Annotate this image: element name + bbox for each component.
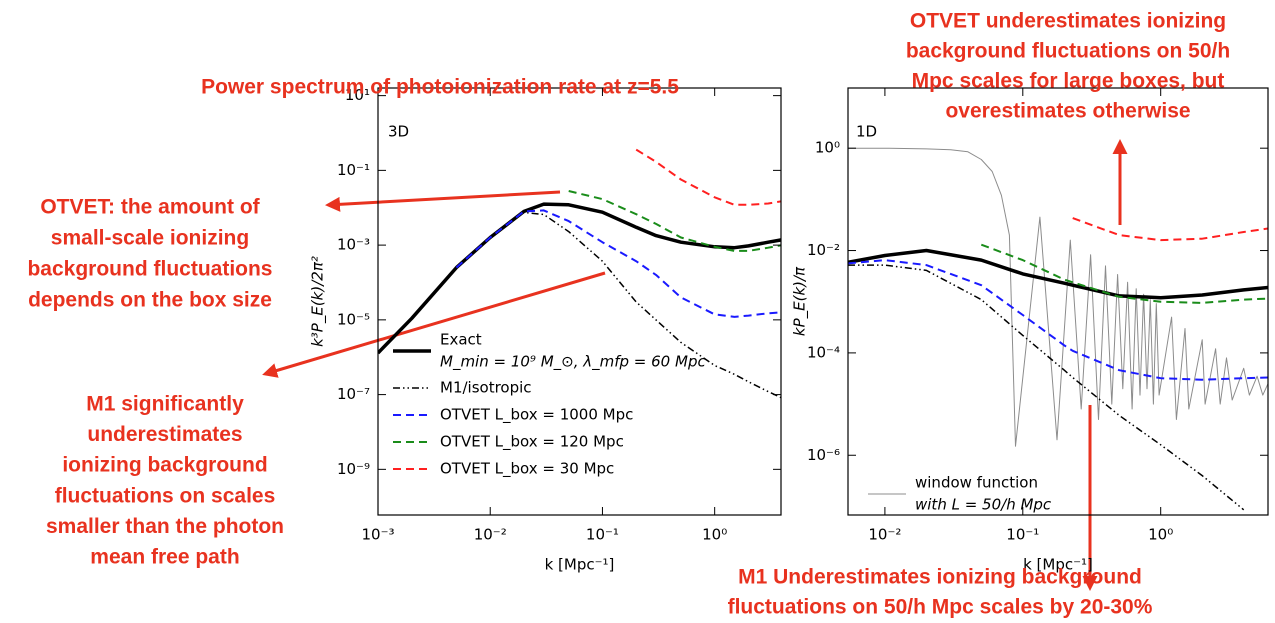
y-tick-label: 10⁻⁷ (337, 385, 370, 403)
series-line (848, 259, 1268, 381)
y-tick-label: 10⁻⁵ (337, 310, 370, 328)
legend-label: OTVET L_box = 120 Mpc (440, 433, 624, 452)
series-line (848, 147, 1268, 447)
annotation: smaller than the photon (46, 515, 284, 538)
y-axis-label: kP_E(k)/π (791, 266, 810, 336)
x-tick-label: 10⁻¹ (586, 526, 619, 544)
y-tick-label: 10⁻¹ (337, 161, 370, 179)
annotation: OTVET underestimates ionizing (910, 10, 1226, 33)
y-axis-label: k³P_E(k)/2π² (309, 256, 328, 347)
legend-label: window function (915, 474, 1038, 492)
x-axis-label: k [Mpc⁻¹] (1023, 556, 1093, 574)
axes-frame (847, 87, 1269, 516)
plot-area (378, 148, 781, 399)
legend-label: M1/isotropic (440, 379, 532, 397)
x-tick-label: 10⁻² (474, 526, 507, 544)
axes-frame (377, 87, 782, 516)
series-line (455, 211, 781, 399)
annotation: OTVET: the amount of (40, 196, 260, 219)
panel-label: 1D (856, 123, 877, 141)
annotation: background fluctuations on 50/h (906, 40, 1230, 63)
annotation: mean free path (90, 546, 239, 569)
annotation: ionizing background (62, 454, 267, 477)
y-tick-label: 10⁻³ (337, 236, 370, 254)
annotation: M1 significantly (86, 393, 244, 416)
annotation: fluctuations on scales (55, 484, 276, 507)
plot-area (848, 147, 1268, 511)
series-line (378, 202, 781, 355)
x-axis-label: k [Mpc⁻¹] (545, 556, 615, 574)
panel-label: 3D (388, 123, 409, 141)
annotation: depends on the box size (28, 289, 272, 312)
x-tick-label: 10⁰ (702, 526, 727, 544)
y-tick-label: 10¹ (345, 86, 370, 104)
x-tick-label: 10⁻² (868, 526, 901, 544)
x-tick-label: 10⁻¹ (1006, 526, 1039, 544)
series-line (455, 209, 781, 318)
y-tick-label: 10⁻² (807, 241, 840, 259)
annotation: fluctuations on 50/h Mpc scales by 20-30… (728, 596, 1153, 619)
annotation: small-scale ionizing (51, 227, 249, 250)
y-tick-label: 10⁻⁹ (337, 460, 370, 478)
series-line (635, 148, 781, 206)
y-tick-label: 10⁻⁶ (807, 446, 840, 464)
legend-note: with L = 50/h Mpc (915, 496, 1052, 514)
x-tick-label: 10⁻³ (361, 526, 394, 544)
x-tick-label: 10⁰ (1148, 526, 1173, 544)
series-line (980, 243, 1268, 304)
arrow (325, 190, 561, 212)
annotation: overestimates otherwise (945, 100, 1190, 123)
series-line (568, 190, 781, 252)
annotation: Mpc scales for large boxes, but (912, 70, 1225, 93)
legend-label: OTVET L_box = 30 Mpc (440, 460, 614, 479)
annotation: underestimates (87, 423, 242, 446)
legend-label: OTVET L_box = 1000 Mpc (440, 406, 633, 425)
annotation: Power spectrum of photoionization rate a… (201, 76, 679, 99)
series-line (848, 248, 1268, 300)
annotation: M1 Underestimates ionizing background (738, 566, 1142, 589)
arrow (262, 271, 606, 378)
annotation: background fluctuations (27, 258, 272, 281)
y-tick-label: 10⁻⁴ (807, 343, 840, 361)
y-tick-label: 10⁰ (815, 139, 840, 157)
legend-label: Exact (440, 331, 482, 349)
series-line (1072, 217, 1268, 242)
legend-note: M_min = 10⁹ M_⊙, λ_mfp = 60 Mpc (440, 353, 706, 372)
series-line (848, 264, 1245, 511)
